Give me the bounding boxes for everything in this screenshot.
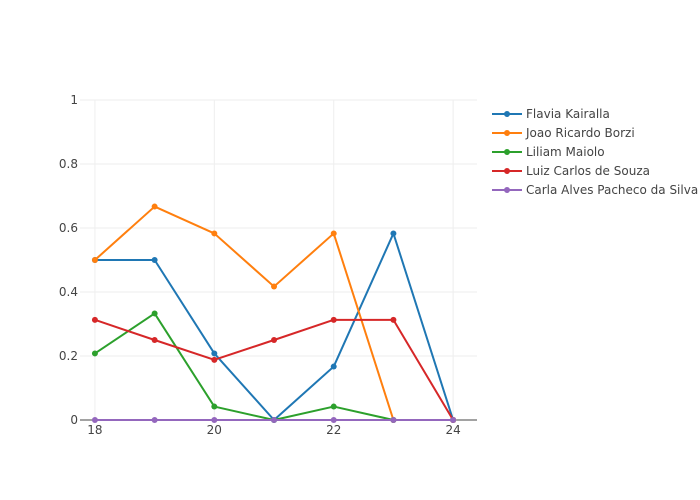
data-point[interactable]	[390, 316, 397, 323]
data-point[interactable]	[91, 316, 98, 323]
data-point[interactable]	[450, 417, 457, 423]
legend-label: Liliam Maiolo	[526, 145, 605, 159]
data-point[interactable]	[211, 403, 218, 410]
data-point[interactable]	[390, 417, 397, 423]
data-point[interactable]	[91, 350, 98, 357]
data-point[interactable]	[390, 230, 397, 237]
data-point[interactable]	[211, 350, 218, 357]
data-point[interactable]	[151, 310, 158, 317]
data-point[interactable]	[271, 283, 278, 290]
series-2	[91, 310, 457, 423]
y-tick-label: 1	[70, 93, 78, 107]
data-point[interactable]	[211, 230, 218, 237]
legend-label: Flavia Kairalla	[526, 107, 610, 121]
x-tick-label: 18	[87, 423, 102, 437]
data-point[interactable]	[330, 403, 337, 410]
legend-item[interactable]: Liliam Maiolo	[492, 145, 605, 159]
legend-item[interactable]: Luiz Carlos de Souza	[492, 164, 650, 178]
data-point[interactable]	[91, 417, 98, 423]
legend-item[interactable]: Joao Ricardo Borzi	[492, 126, 635, 140]
data-point[interactable]	[271, 417, 278, 423]
data-point[interactable]	[151, 417, 158, 423]
y-tick-label: 0.8	[59, 157, 78, 171]
x-tick-label: 22	[326, 423, 341, 437]
legend-swatch-marker	[504, 187, 510, 193]
data-point[interactable]	[151, 257, 158, 263]
data-point[interactable]	[91, 257, 98, 263]
legend[interactable]: Flavia Kairalla Joao Ricardo Borzi Liliam …	[492, 107, 698, 197]
series-layer	[91, 203, 457, 423]
series-1	[91, 203, 457, 423]
series-3	[91, 316, 457, 423]
y-tick-label: 0.4	[59, 285, 78, 299]
legend-label: Carla Alves Pacheco da Silva	[526, 183, 698, 197]
y-tick-label: 0.2	[59, 349, 78, 363]
legend-item[interactable]: Carla Alves Pacheco da Silva	[492, 183, 698, 197]
data-point[interactable]	[151, 337, 158, 343]
legend-swatch-marker	[504, 130, 510, 136]
x-tick-label: 24	[445, 423, 460, 437]
data-point[interactable]	[330, 417, 337, 423]
data-point[interactable]	[330, 316, 337, 323]
data-point[interactable]	[211, 417, 218, 423]
axes: 0 0.2 0.4 0.6 0.8 1 18 20 22 24	[59, 93, 477, 437]
y-tick-label: 0.6	[59, 221, 78, 235]
x-tick-label: 20	[207, 423, 222, 437]
data-point[interactable]	[330, 230, 337, 237]
legend-label: Joao Ricardo Borzi	[525, 126, 635, 140]
legend-label: Luiz Carlos de Souza	[526, 164, 650, 178]
series-0	[91, 230, 457, 423]
y-tick-label: 0	[70, 413, 78, 427]
series-line	[94, 205, 454, 421]
legend-item[interactable]: Flavia Kairalla	[492, 107, 610, 121]
data-point[interactable]	[271, 337, 278, 343]
legend-swatch-marker	[504, 111, 510, 117]
series-line	[94, 232, 455, 421]
legend-swatch-marker	[504, 168, 510, 174]
data-point[interactable]	[151, 203, 158, 210]
series-4	[91, 417, 457, 423]
legend-swatch-marker	[504, 149, 510, 155]
data-point[interactable]	[211, 356, 218, 363]
data-point[interactable]	[330, 363, 337, 370]
series-line	[94, 318, 454, 421]
